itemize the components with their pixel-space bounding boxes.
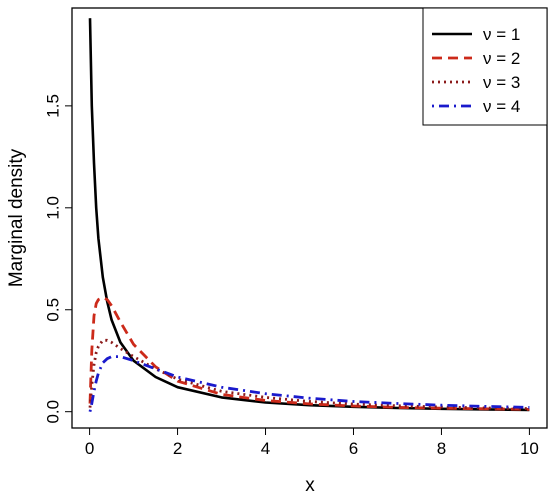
legend-label-1: ν = 1 bbox=[483, 25, 520, 44]
y-tick-label: 1.5 bbox=[43, 94, 62, 118]
axes: 0 2 4 6 8 10 0.0 0.5 1.0 1.5 bbox=[43, 94, 538, 458]
x-tick-label: 6 bbox=[349, 439, 358, 458]
plot-frame bbox=[71, 7, 548, 429]
legend-label-4: ν = 4 bbox=[483, 97, 520, 116]
x-tick-label: 8 bbox=[437, 439, 446, 458]
x-tick-label: 2 bbox=[173, 439, 182, 458]
x-axis-label: x bbox=[305, 475, 315, 496]
legend: ν = 1 ν = 2 ν = 3 ν = 4 bbox=[422, 7, 548, 126]
series-lines bbox=[88, 18, 530, 413]
x-tick-label: 4 bbox=[261, 439, 270, 458]
series-line-2 bbox=[88, 296, 530, 411]
y-tick-label: 0.5 bbox=[43, 298, 62, 322]
series-line-4 bbox=[88, 355, 530, 413]
x-tick-label: 0 bbox=[85, 439, 94, 458]
x-tick-label: 10 bbox=[520, 439, 539, 458]
y-tick-label: 0.0 bbox=[43, 400, 62, 424]
y-tick-label: 1.0 bbox=[43, 196, 62, 220]
legend-items: ν = 1 ν = 2 ν = 3 ν = 4 bbox=[432, 25, 520, 116]
legend-label-2: ν = 2 bbox=[483, 49, 520, 68]
y-axis-label: Marginal density bbox=[6, 148, 27, 287]
legend-label-3: ν = 3 bbox=[483, 73, 520, 92]
